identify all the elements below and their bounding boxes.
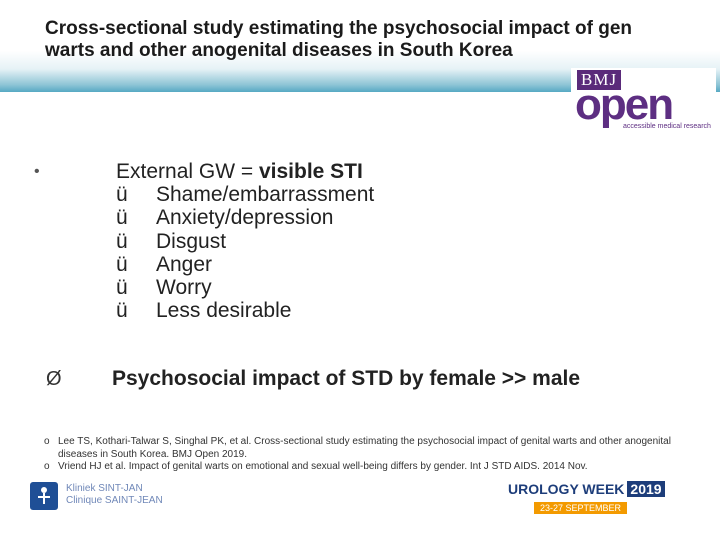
bmj-open-logo: BMJ open accessible medical research bbox=[571, 68, 716, 134]
slide-title: Cross-sectional study estimating the psy… bbox=[45, 18, 720, 62]
reference-text: Vriend HJ et al. Impact of genital warts… bbox=[58, 461, 588, 472]
bmj-logo-open: open bbox=[575, 80, 674, 129]
uro-title: UROLOGY WEEK 2019 bbox=[508, 480, 676, 498]
uro-title-text: UROLOGY WEEK bbox=[508, 481, 625, 497]
klinik-line-1: Kliniek SINT-JAN bbox=[66, 483, 143, 494]
check-list: ü Shame/embarrassment ü Anxiety/depression… bbox=[116, 183, 374, 323]
list-item: ü Worry bbox=[116, 276, 374, 299]
check-icon: ü bbox=[116, 206, 128, 230]
title-line-1: Cross-sectional study estimating the psy… bbox=[45, 18, 633, 39]
check-label: Worry bbox=[156, 276, 212, 300]
check-icon: ü bbox=[116, 276, 128, 300]
klinik-line-2: Clinique SAINT-JEAN bbox=[66, 495, 163, 506]
main-point-bold: visible STI bbox=[258, 160, 363, 183]
list-item: ü Anxiety/depression bbox=[116, 206, 374, 229]
urology-week-logo: UROLOGY WEEK 2019 23-27 SEPTEMBER bbox=[508, 480, 676, 514]
check-icon: ü bbox=[116, 183, 128, 206]
klinik-sint-jan-logo: Kliniek SINT-JAN Clinique SAINT-JEAN bbox=[30, 480, 180, 514]
list-item: ü Anger bbox=[116, 253, 374, 276]
bullet-icon: • bbox=[34, 163, 40, 180]
check-label: Anger bbox=[156, 252, 213, 276]
arrow-bullet-icon: Ø bbox=[46, 368, 62, 390]
key-point: Psychosocial impact of STD by female >> … bbox=[112, 367, 581, 390]
uro-year: 2019 bbox=[627, 481, 665, 497]
check-label: Disgust bbox=[156, 229, 227, 253]
references: o Lee TS, Kothari-Talwar S, Singhal PK, … bbox=[44, 436, 694, 474]
list-item: ü Less desirable bbox=[116, 299, 374, 322]
reference-item: o Lee TS, Kothari-Talwar S, Singhal PK, … bbox=[44, 436, 694, 461]
ref-bullet-icon: o bbox=[44, 436, 50, 447]
bmj-logo-top: BMJ bbox=[577, 70, 622, 90]
check-label: Less desirable bbox=[156, 299, 292, 323]
check-icon: ü bbox=[116, 229, 128, 253]
ref-bullet-icon: o bbox=[44, 461, 50, 472]
title-line-2: warts and other anogenital diseases in S… bbox=[45, 40, 513, 61]
reference-item: o Vriend HJ et al. Impact of genital war… bbox=[44, 461, 694, 474]
check-label: Anxiety/depression bbox=[156, 206, 334, 230]
check-icon: ü bbox=[116, 299, 128, 323]
main-point: External GW = visible STI bbox=[116, 160, 363, 184]
bmj-logo-tagline: accessible medical research bbox=[623, 123, 711, 130]
check-label: Shame/embarrassment bbox=[156, 183, 375, 206]
list-item: ü Disgust bbox=[116, 230, 374, 253]
uro-dates: 23-27 SEPTEMBER bbox=[534, 502, 628, 514]
list-item: ü Shame/embarrassment bbox=[116, 183, 374, 206]
reference-text: Lee TS, Kothari-Talwar S, Singhal PK, et… bbox=[58, 436, 671, 460]
klinik-emblem-icon bbox=[30, 482, 58, 510]
main-point-prefix: External GW = bbox=[116, 160, 259, 183]
check-icon: ü bbox=[116, 252, 128, 276]
klinik-name: Kliniek SINT-JAN Clinique SAINT-JEAN bbox=[66, 483, 163, 507]
